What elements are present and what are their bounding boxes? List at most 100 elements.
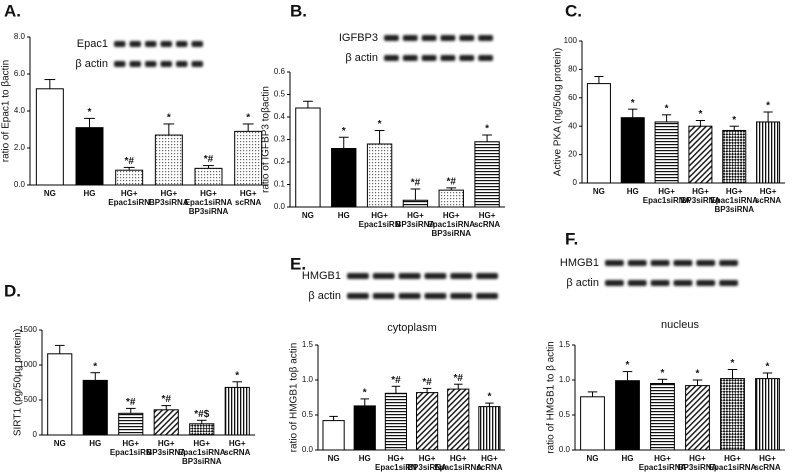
bar xyxy=(353,405,376,451)
x-tick-label: HG+ xyxy=(419,454,436,463)
annotation: * xyxy=(732,115,736,126)
annotation: * xyxy=(698,109,702,120)
y-tick-label: 0.5 xyxy=(274,90,286,99)
blot-band xyxy=(424,293,447,299)
bar xyxy=(402,199,429,208)
panel: E.HMGB1 β actin cytoplasm 0.0 0.5 1.0 1.5ratio… xyxy=(289,254,505,473)
x-tick-label: HG+ xyxy=(481,454,498,463)
x-tick-label: BP3siRNA xyxy=(407,463,447,472)
y-axis-label: ratio of IGFBP3 toβactin xyxy=(261,86,272,193)
x-tick-label: HG+ xyxy=(654,454,671,463)
annotation: * xyxy=(378,119,382,130)
bar xyxy=(366,143,393,208)
x-tick-label: NG xyxy=(54,439,66,448)
x-tick-label: HG+ xyxy=(229,439,246,448)
annotation: * xyxy=(93,361,97,372)
blot-band xyxy=(145,61,157,67)
blot-band xyxy=(605,260,624,266)
blot-band xyxy=(459,35,475,41)
x-tick-label: scRNA xyxy=(476,463,502,472)
annotation: * xyxy=(766,101,770,112)
blot-band xyxy=(424,273,447,279)
blot-band xyxy=(176,61,188,67)
x-tick-label: HG+ xyxy=(388,454,405,463)
x-tick-label: Epac1siRNA xyxy=(639,463,687,472)
annotation: *# xyxy=(126,397,136,408)
bar xyxy=(478,406,501,451)
x-tick-label: HG+ xyxy=(689,454,706,463)
blot-band xyxy=(459,55,475,61)
annotation: *# xyxy=(422,377,432,388)
x-tick-label: HG+ xyxy=(240,189,257,198)
x-tick-label: scRNA xyxy=(235,198,261,207)
y-tick-label: 1000 xyxy=(19,360,37,369)
x-tick-label: HG+ xyxy=(726,187,743,196)
annotation: * xyxy=(665,103,669,114)
x-tick-label: Epac1siRN xyxy=(359,220,401,229)
x-tick-label: HG+ xyxy=(200,189,217,198)
y-tick-label: 2.0 xyxy=(14,143,26,152)
bar xyxy=(474,141,500,208)
annotation: * xyxy=(661,368,665,379)
bar xyxy=(189,423,215,436)
blot-band xyxy=(605,280,624,286)
x-tick-label: BP3siRNA xyxy=(678,463,718,472)
x-tick-label: Epac1siRN xyxy=(108,198,150,207)
bar xyxy=(615,380,640,451)
y-tick-label: 0.0 xyxy=(274,202,286,211)
annotation: *# xyxy=(454,373,464,384)
blot-band xyxy=(347,293,369,299)
blot-band xyxy=(719,280,738,286)
bar xyxy=(153,409,179,436)
annotation: * xyxy=(342,126,346,137)
blot-band xyxy=(450,273,473,279)
bar xyxy=(688,125,713,184)
blot-band xyxy=(191,61,203,67)
bar xyxy=(586,83,611,184)
x-tick-label: NG xyxy=(328,454,340,463)
annotation: * xyxy=(88,107,92,118)
blot-band xyxy=(160,61,172,67)
x-tick-label: Epac1siRNA xyxy=(643,196,691,205)
blot-band xyxy=(398,293,421,299)
x-tick-label: HG+ xyxy=(759,454,776,463)
x-tick-label: scRNA xyxy=(474,220,500,229)
x-tick-label: HG+ xyxy=(371,211,388,220)
blot-label: β actin xyxy=(308,290,341,302)
x-tick-label: HG+ xyxy=(443,211,460,220)
bar xyxy=(35,88,64,186)
blot-label: β actin xyxy=(566,277,599,289)
blot-band xyxy=(696,260,716,266)
blot-label: β actin xyxy=(75,58,108,70)
y-tick-label: 60 xyxy=(568,93,577,102)
annotation: * xyxy=(363,388,367,399)
panel-label: F. xyxy=(565,229,578,248)
blot-band xyxy=(650,260,670,266)
blot-band xyxy=(384,55,399,61)
x-tick-label: HG+ xyxy=(158,439,175,448)
blot-band xyxy=(114,41,126,47)
blot-band xyxy=(145,41,157,47)
x-tick-label: HG+ xyxy=(450,454,467,463)
bar xyxy=(234,130,263,186)
annotation: * xyxy=(235,370,239,381)
y-axis-label: Active PKA (ng/50ug protein) xyxy=(553,48,564,176)
x-tick-label: scRNA xyxy=(754,463,780,472)
annotation: * xyxy=(487,392,491,403)
blot-label: HMGB1 xyxy=(560,257,599,269)
annotation: * xyxy=(766,362,770,373)
y-tick-label: 1.0 xyxy=(559,375,571,384)
y-tick-label: 0.5 xyxy=(559,410,571,419)
x-tick-label: BP3siRNA xyxy=(182,457,222,466)
x-tick-label: HG+ xyxy=(193,439,210,448)
blot-band xyxy=(129,41,141,47)
panel-label: B. xyxy=(290,1,307,20)
bar xyxy=(447,388,470,451)
blot-band xyxy=(372,293,395,299)
bar xyxy=(224,386,250,436)
blot-band xyxy=(176,41,188,47)
panel: B. IGFBP3 β actin 0.0 0.1 0.2 0.3 0.4 0.5 0.6 rati… xyxy=(261,1,505,238)
annotation: * xyxy=(731,358,735,369)
